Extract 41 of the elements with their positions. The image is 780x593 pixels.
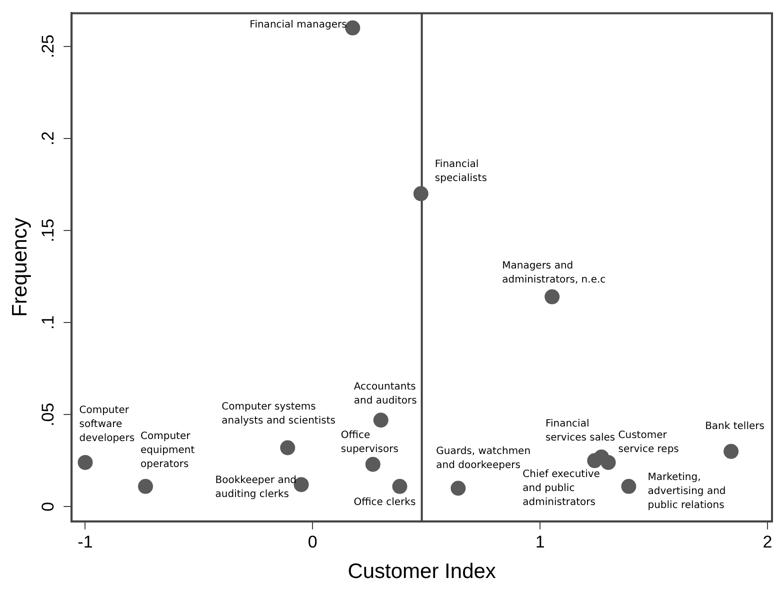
point: [600, 454, 616, 470]
point: [450, 480, 466, 496]
point: [280, 440, 296, 456]
point: [138, 478, 154, 494]
y-tick-label: .05: [38, 402, 58, 426]
annotation: Marketing, advertising and public relations: [648, 472, 726, 512]
point: [621, 478, 636, 494]
annotation: Office supervisors: [340, 430, 398, 455]
point: [373, 412, 388, 428]
annotation: Office clerks: [354, 497, 416, 508]
x-tick-label: 0: [308, 532, 318, 552]
annotation: Computer equipment operators: [140, 431, 195, 470]
y-tick-label: .15: [38, 218, 58, 242]
x-tick-label: 1: [535, 532, 545, 552]
x-tick-label: 2: [762, 532, 772, 552]
annotation: Bank tellers: [705, 421, 764, 432]
point: [78, 454, 93, 470]
y-tick-label: .25: [38, 34, 58, 58]
point: [544, 289, 560, 304]
point: [392, 478, 408, 494]
annotation: Financial services sales: [545, 418, 616, 444]
point: [345, 20, 360, 36]
y-tick-label: .2: [38, 131, 58, 146]
y-tick-label: .1: [38, 315, 58, 330]
annotation: Chief executive and public administrators: [522, 469, 600, 508]
annotation: Financial managers: [250, 20, 347, 31]
annotation: Computer systems analysts and scientists: [222, 401, 336, 426]
annotation: Customer service reps: [618, 430, 679, 456]
x-axis-title: Customer Index: [348, 560, 496, 584]
point: [365, 456, 380, 472]
annotation: Accountants and auditors: [354, 382, 417, 407]
x-tick-label: -1: [78, 532, 93, 552]
y-axis-title: Frequency: [8, 217, 32, 317]
point: [294, 477, 309, 492]
annotation: Financial specialists: [434, 159, 487, 184]
annotation: Bookkeeper and auditing clerks: [215, 475, 297, 500]
point: [724, 444, 739, 459]
annotation: Managers and administrators, n.e.c: [502, 260, 606, 286]
y-tick-label: 0: [38, 502, 58, 512]
annotation: Computer software developers: [79, 405, 135, 444]
point: [413, 186, 428, 202]
